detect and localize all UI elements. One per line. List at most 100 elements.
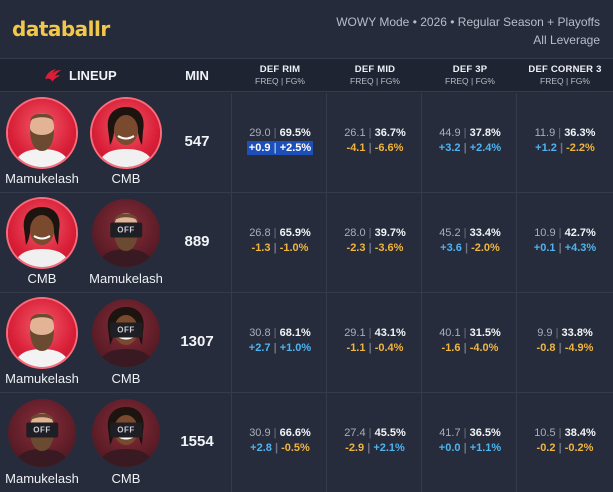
lineup-row[interactable]: CMB OFF Mamukelash 889 26.8 | 65.9% -1.3 | -1… — [0, 193, 613, 293]
freq-value: 45.2 — [439, 227, 461, 239]
fg-delta: +4.3% — [564, 242, 597, 254]
freq-delta: -2.9 — [345, 442, 365, 454]
stat-header-title: DEF 3P — [452, 64, 488, 75]
freq-value: 29.0 — [249, 127, 271, 139]
stat-values: 45.2 | 33.4% — [439, 227, 501, 239]
freq-delta: -4.1 — [346, 142, 366, 154]
def-3p-cell: 41.7 | 36.5% +0.0 | +1.1% — [422, 426, 518, 456]
databallr-logo[interactable]: databallr — [12, 17, 110, 41]
def-3p-column-header[interactable]: DEF 3P FREQ | FG% — [422, 64, 518, 86]
off-badge: OFF — [110, 322, 142, 338]
player-avatar[interactable] — [92, 99, 160, 167]
off-badge: OFF — [110, 422, 142, 438]
stat-values: 29.0 | 69.5% — [249, 127, 311, 139]
leverage-label: All Leverage — [533, 33, 600, 47]
stat-values: 26.1 | 36.7% — [344, 127, 406, 139]
player-mamukelash-off[interactable]: OFF Mamukelash — [0, 393, 80, 492]
def-rim-column-header[interactable]: DEF RIM FREQ | FG% — [232, 64, 328, 86]
stat-deltas: +2.8 | -0.5% — [250, 442, 310, 454]
def-rim-cell: 30.8 | 68.1% +2.7 | +1.0% — [232, 326, 328, 356]
freq-value: 27.4 — [344, 427, 366, 439]
freq-value: 30.8 — [249, 327, 271, 339]
freq-value: 28.0 — [344, 227, 366, 239]
fg-value: 68.1% — [279, 327, 311, 339]
highlighted-delta: +0.9 | +2.5% — [246, 141, 314, 155]
fg-value: 69.5% — [279, 127, 311, 139]
stat-values: 10.9 | 42.7% — [534, 227, 596, 239]
fg-value: 42.7% — [564, 227, 596, 239]
freq-delta: -0.2 — [536, 442, 556, 454]
fg-value: 36.3% — [564, 127, 596, 139]
column-divider — [326, 393, 327, 492]
player-cmb-on[interactable]: CMB — [84, 93, 164, 193]
def-mid-cell: 27.4 | 45.5% -2.9 | +2.1% — [327, 426, 423, 456]
fg-delta: -2.0% — [471, 242, 500, 254]
fg-value: 33.8% — [561, 327, 593, 339]
freq-delta: +0.9 — [248, 142, 271, 154]
player-name: CMB — [111, 471, 141, 486]
fg-delta: +1.0% — [279, 342, 312, 354]
fg-value: 43.1% — [374, 327, 406, 339]
player-avatar[interactable]: OFF — [8, 399, 76, 467]
def-corner-3-column-header[interactable]: DEF CORNER 3 FREQ | FG% — [517, 64, 613, 86]
lineup-row[interactable]: Mamukelash OFF CMB 1307 30.8 | 68.1% +2.7 | +… — [0, 293, 613, 393]
def-corner-3-cell: 9.9 | 33.8% -0.8 | -4.9% — [517, 326, 613, 356]
player-avatar[interactable] — [8, 99, 76, 167]
freq-value: 40.1 — [439, 327, 461, 339]
freq-delta: +2.8 — [250, 442, 272, 454]
stat-deltas: +0.9 | +2.5% — [232, 141, 328, 156]
column-header-row: LINEUP MIN DEF RIM FREQ | FG% DEF MID FREQ … — [0, 58, 613, 92]
stat-values: 9.9 | 33.8% — [537, 327, 593, 339]
stat-values: 29.1 | 43.1% — [344, 327, 406, 339]
stat-values: 27.4 | 45.5% — [344, 427, 406, 439]
stat-deltas: -1.6 | -4.0% — [441, 342, 499, 354]
player-avatar[interactable] — [8, 299, 76, 367]
lineup-row[interactable]: Mamukelash CMB 547 29.0 | 69.5% +0.9 | +2.5%… — [0, 93, 613, 193]
freq-delta: -0.8 — [536, 342, 556, 354]
freq-delta: -1.3 — [251, 242, 271, 254]
lineup-row[interactable]: OFF Mamukelash OFF CMB 1554 30.9 | 66.6% +2.8 … — [0, 393, 613, 492]
def-mid-column-header[interactable]: DEF MID FREQ | FG% — [327, 64, 423, 86]
lineup-header-label: LINEUP — [69, 67, 117, 83]
fg-value: 36.7% — [374, 127, 406, 139]
fg-delta: +2.5% — [279, 142, 312, 154]
def-corner-3-cell: 10.5 | 38.4% -0.2 | -0.2% — [517, 426, 613, 456]
def-corner-3-cell: 10.9 | 42.7% +0.1 | +4.3% — [517, 226, 613, 256]
stat-deltas: +3.6 | -2.0% — [440, 242, 500, 254]
def-3p-cell: 40.1 | 31.5% -1.6 | -4.0% — [422, 326, 518, 356]
stat-deltas: -0.8 | -4.9% — [536, 342, 594, 354]
def-3p-cell: 44.9 | 37.8% +3.2 | +2.4% — [422, 126, 518, 156]
freq-value: 30.9 — [249, 427, 271, 439]
player-name: Mamukelash — [5, 171, 79, 186]
player-avatar[interactable]: OFF — [92, 399, 160, 467]
minutes-value: 889 — [184, 233, 210, 250]
stat-values: 11.9 | 36.3% — [534, 127, 596, 139]
lineup-column-header: LINEUP — [44, 67, 117, 83]
freq-delta: -2.3 — [346, 242, 366, 254]
player-mamukelash-off[interactable]: OFF Mamukelash — [84, 193, 164, 293]
player-mamukelash-on[interactable]: Mamukelash — [0, 293, 80, 393]
fg-delta: -4.0% — [469, 342, 499, 354]
player-avatar[interactable] — [8, 199, 76, 267]
stat-deltas: +2.7 | +1.0% — [248, 342, 312, 354]
def-3p-cell: 45.2 | 33.4% +3.6 | -2.0% — [422, 226, 518, 256]
freq-delta: +0.0 — [438, 442, 461, 454]
freq-value: 41.7 — [439, 427, 461, 439]
player-cmb-off[interactable]: OFF CMB — [84, 393, 164, 492]
freq-value: 26.1 — [344, 127, 366, 139]
player-mamukelash-on[interactable]: Mamukelash — [0, 93, 80, 193]
player-name: Mamukelash — [89, 271, 163, 286]
player-avatar[interactable]: OFF — [92, 299, 160, 367]
freq-delta: +3.2 — [438, 142, 461, 154]
player-cmb-on[interactable]: CMB — [0, 193, 80, 293]
player-avatar[interactable]: OFF — [92, 199, 160, 267]
fg-delta: -0.4% — [374, 342, 404, 354]
fg-value: 39.7% — [374, 227, 406, 239]
stat-header-subtitle: FREQ | FG% — [540, 76, 590, 86]
stat-header-subtitle: FREQ | FG% — [445, 76, 495, 86]
fg-delta: -0.2% — [564, 442, 594, 454]
player-name: CMB — [111, 371, 141, 386]
column-divider — [231, 193, 232, 293]
player-cmb-off[interactable]: OFF CMB — [84, 293, 164, 393]
min-column-header[interactable]: MIN — [185, 68, 209, 83]
